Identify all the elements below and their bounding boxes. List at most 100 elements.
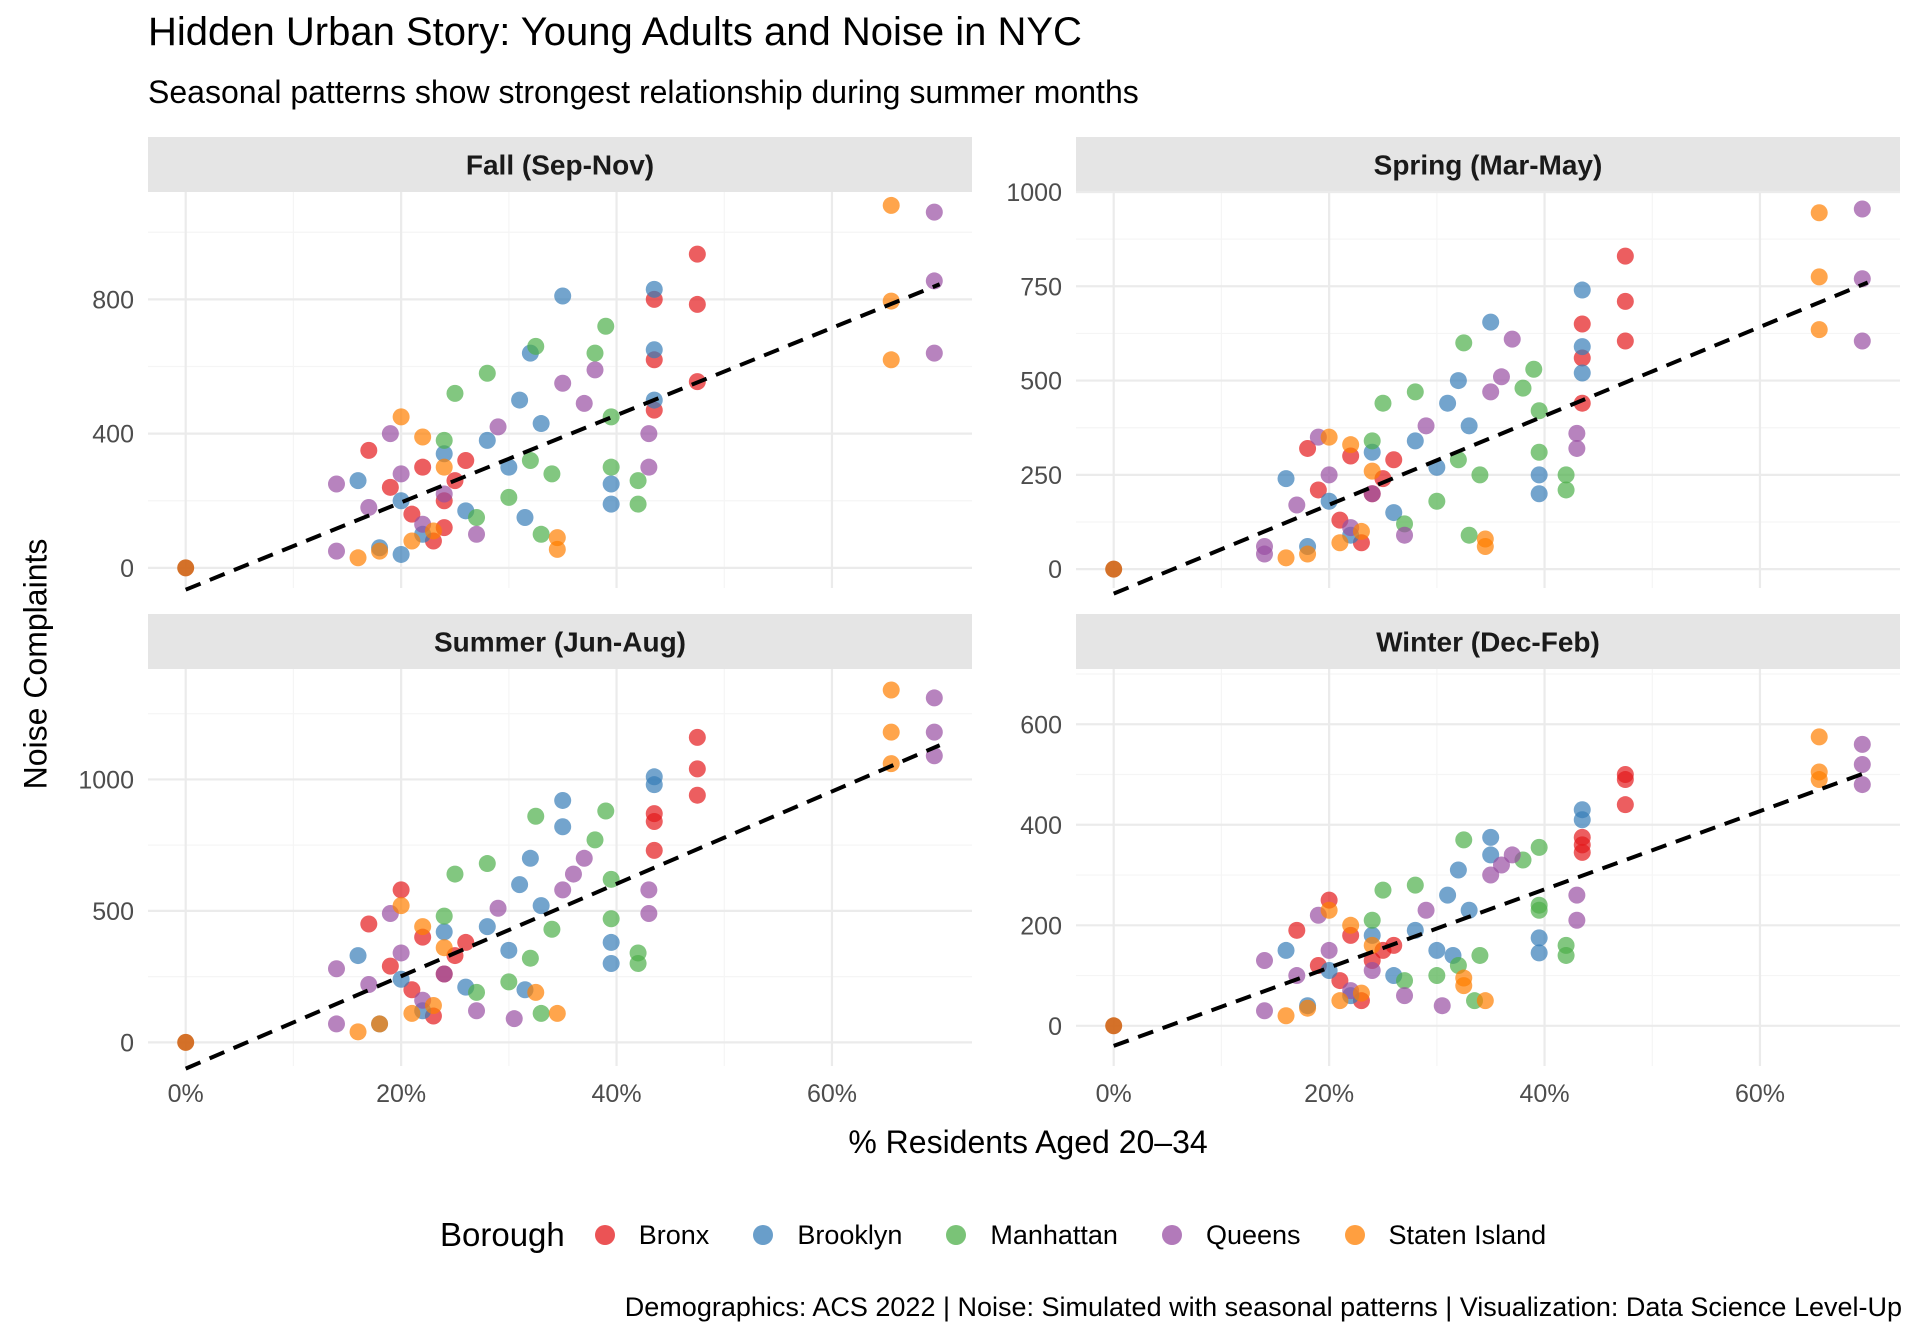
point-bronx (1616, 292, 1634, 310)
x-axis-label: % Residents Aged 20–34 (848, 1124, 1208, 1160)
point-brooklyn (435, 445, 453, 463)
point-manhattan (597, 317, 615, 335)
point-staten-island (548, 529, 566, 547)
point-queens (505, 1010, 523, 1028)
point-other (1105, 1017, 1123, 1035)
point-queens (1853, 776, 1871, 794)
point-staten-island (1352, 984, 1370, 1002)
legend-key-bronx (594, 1225, 615, 1245)
point-bronx (1299, 439, 1317, 457)
point-brooklyn (1449, 861, 1467, 879)
point-staten-island (1331, 534, 1349, 552)
point-brooklyn (1320, 492, 1338, 510)
point-bronx (360, 441, 378, 459)
point-queens (392, 944, 410, 962)
point-manhattan (521, 451, 539, 469)
y-tick-label: 400 (92, 421, 134, 449)
point-queens (468, 1002, 486, 1020)
point-brooklyn (1573, 811, 1591, 829)
point-queens (1568, 439, 1586, 457)
point-queens (554, 881, 572, 899)
point-bronx (1616, 332, 1634, 350)
point-manhattan (527, 807, 545, 825)
point-staten-island (371, 1015, 389, 1033)
point-queens (1482, 866, 1500, 884)
point-queens (327, 475, 345, 493)
point-brooklyn (602, 475, 620, 493)
facet-panel-spring-mar-may: Spring (Mar-May) 0 250 500 750 1000 (1006, 137, 1900, 596)
point-brooklyn (645, 280, 663, 298)
point-manhattan (1428, 967, 1446, 985)
point-staten-island (403, 532, 421, 550)
point-bronx (457, 451, 475, 469)
point-queens (1503, 846, 1521, 864)
point-queens (1433, 997, 1451, 1015)
facet-strip-label: Summer (Jun-Aug) (434, 627, 686, 658)
point-bronx (1385, 451, 1403, 469)
facet-strip (1076, 137, 1900, 192)
point-queens (640, 425, 658, 443)
point-bronx (381, 957, 399, 975)
point-brooklyn (478, 431, 496, 449)
point-manhattan (446, 384, 464, 402)
caption: Demographics: ACS 2022 | Noise: Simulate… (624, 1292, 1902, 1322)
legend-label-manhattan: Manhattan (990, 1219, 1118, 1250)
point-brooklyn (500, 941, 518, 959)
facet-strip-label: Winter (Dec-Feb) (1376, 627, 1600, 658)
point-manhattan (478, 364, 496, 382)
point-bronx (1573, 315, 1591, 333)
point-queens (1853, 200, 1871, 218)
point-manhattan (597, 802, 615, 820)
point-brooklyn (1460, 901, 1478, 919)
point-staten-island (1320, 901, 1338, 919)
point-manhattan (1363, 911, 1381, 929)
chart-title: Hidden Urban Story: Young Adults and Noi… (148, 10, 1082, 54)
point-staten-island (882, 681, 900, 699)
point-manhattan (1374, 394, 1392, 412)
point-manhattan (521, 949, 539, 967)
point-bronx (1288, 921, 1306, 939)
point-queens (1568, 886, 1586, 904)
point-queens (1255, 1002, 1273, 1020)
point-brooklyn (1573, 338, 1591, 356)
point-brooklyn (554, 791, 572, 809)
point-manhattan (602, 458, 620, 476)
point-manhattan (1428, 492, 1446, 510)
point-manhattan (478, 855, 496, 873)
point-staten-island (349, 549, 367, 567)
point-bronx (1616, 771, 1634, 789)
point-queens (640, 905, 658, 923)
point-queens (327, 542, 345, 560)
x-tick-label: 20% (1304, 1080, 1354, 1108)
point-staten-island (1352, 522, 1370, 540)
point-manhattan (468, 983, 486, 1001)
point-manhattan (543, 465, 561, 483)
point-queens (1396, 526, 1414, 544)
point-bronx (381, 478, 399, 496)
point-bronx (645, 841, 663, 859)
point-staten-island (1277, 1007, 1295, 1025)
point-manhattan (586, 831, 604, 849)
point-queens (360, 498, 378, 516)
trend-line (184, 282, 941, 592)
point-manhattan (1514, 379, 1532, 397)
point-brooklyn (554, 818, 572, 836)
point-brooklyn (602, 495, 620, 513)
point-staten-island (1331, 992, 1349, 1010)
point-brooklyn (1482, 313, 1500, 331)
point-staten-island (414, 918, 432, 936)
point-brooklyn (645, 341, 663, 359)
point-manhattan (543, 920, 561, 938)
point-bronx (457, 933, 475, 951)
y-axis-label: Noise Complaints (17, 538, 54, 790)
point-bronx (688, 728, 706, 746)
point-queens (381, 425, 399, 443)
point-staten-island (548, 1004, 566, 1022)
point-bronx (414, 458, 432, 476)
point-brooklyn (532, 415, 550, 433)
point-manhattan (629, 472, 647, 490)
point-brooklyn (1482, 846, 1500, 864)
point-brooklyn (516, 509, 534, 527)
y-tick-label: 600 (1020, 711, 1062, 739)
point-manhattan (435, 907, 453, 925)
